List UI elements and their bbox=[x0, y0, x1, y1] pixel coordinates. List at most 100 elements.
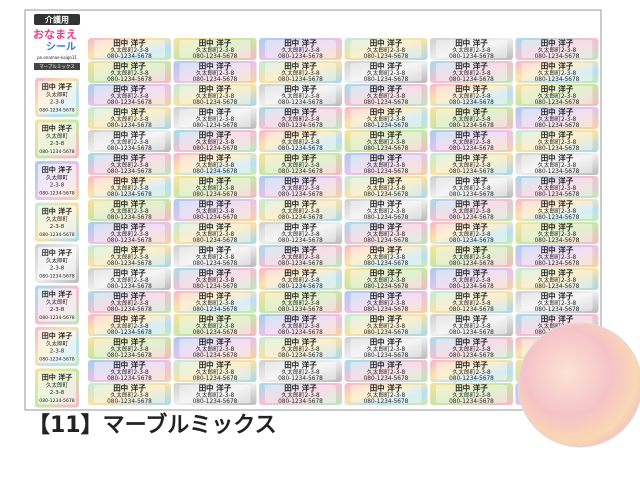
label-phone: 080-1234-5678 bbox=[107, 330, 152, 336]
label-phone: 080-1234-5678 bbox=[449, 353, 494, 359]
label-inner bbox=[436, 339, 507, 357]
label-address: 久太郎町2-3-8 bbox=[538, 299, 577, 307]
label-bg bbox=[344, 337, 428, 359]
label-name: 田中 洋子 bbox=[199, 222, 232, 232]
label-phone: 080-1234-5678 bbox=[364, 192, 409, 198]
label-bg bbox=[430, 360, 513, 382]
label-name: 田中 洋子 bbox=[370, 383, 403, 393]
label-inner bbox=[94, 40, 165, 58]
label-address: 久太郎町2-3-8 bbox=[196, 138, 235, 146]
label-phone: 080-1234-5678 bbox=[107, 146, 152, 152]
label-phone: 080-1234-5678 bbox=[535, 307, 580, 313]
label-bg bbox=[344, 84, 428, 106]
label-name: 田中 洋子 bbox=[370, 360, 403, 370]
label-phone: 080-1234-5678 bbox=[278, 169, 323, 175]
label-inner bbox=[350, 224, 422, 242]
label-phone: 080-1234-5678 bbox=[535, 146, 580, 152]
label-name: 田中 洋子 bbox=[284, 153, 317, 163]
label-bg bbox=[88, 107, 171, 129]
label-name: 田中 洋子 bbox=[199, 153, 232, 163]
label-name: 田中 洋子 bbox=[113, 130, 146, 140]
label-phone: 080-1234-5678 bbox=[364, 54, 409, 60]
label-address: 久太郎町2-3-8 bbox=[281, 161, 320, 169]
label-name: 田中 洋子 bbox=[113, 268, 146, 278]
label-inner bbox=[521, 224, 593, 242]
label-address: 久太郎町2-3-8 bbox=[110, 138, 149, 146]
label-bg bbox=[88, 130, 171, 152]
label-address: 久太郎町2-3-8 bbox=[452, 276, 491, 284]
label-name: 田中 洋子 bbox=[199, 383, 232, 393]
label-address: 久太郎町2-3-8 bbox=[110, 115, 149, 123]
side-label-block: 2-3-8 bbox=[50, 100, 65, 106]
label-inner bbox=[94, 224, 165, 242]
label-phone: 080-1234-5678 bbox=[193, 123, 238, 129]
label-bg bbox=[344, 291, 428, 313]
label-phone: 080-1234-5678 bbox=[193, 261, 238, 267]
label-inner bbox=[94, 109, 165, 127]
label-address: 久太郎町2-3-8 bbox=[367, 230, 406, 238]
label-bg bbox=[259, 383, 342, 405]
label-address: 久太郎町2-3-8 bbox=[367, 368, 406, 376]
label-bg bbox=[259, 153, 342, 175]
label-bg bbox=[515, 245, 599, 267]
label-name: 田中 洋子 bbox=[284, 222, 317, 232]
label-bg bbox=[430, 314, 513, 336]
label-phone: 080-1234-5678 bbox=[364, 399, 409, 405]
label-address: 久太郎町2-3-8 bbox=[196, 184, 235, 192]
label-name: 田中 洋子 bbox=[199, 337, 232, 347]
logo-title: シール bbox=[46, 41, 76, 53]
label-bg bbox=[259, 38, 342, 60]
label-name: 田中 洋子 bbox=[284, 314, 317, 324]
side-label-block: 2-3-8 bbox=[50, 183, 65, 189]
logo-tag-bg bbox=[34, 14, 80, 25]
side-label-phone: 080-1234-5678 bbox=[39, 149, 75, 155]
label-name: 田中 洋子 bbox=[113, 222, 146, 232]
side-label-block: 2-3-8 bbox=[50, 349, 65, 355]
label-bg bbox=[88, 383, 171, 405]
side-label-block: 2-3-8 bbox=[50, 390, 65, 396]
label-name: 田中 洋子 bbox=[455, 314, 488, 324]
label-address: 久太郎町2-3-8 bbox=[281, 253, 320, 261]
label-phone: 080-1234-5678 bbox=[449, 215, 494, 221]
label-address: 久太郎町2-3-8 bbox=[367, 345, 406, 353]
label-bg bbox=[344, 107, 428, 129]
label-address: 久太郎町2-3-8 bbox=[281, 276, 320, 284]
label-phone: 080-1234-5678 bbox=[449, 307, 494, 313]
label-phone: 080-1234-5678 bbox=[364, 146, 409, 152]
label-address: 久太郎町2-3-8 bbox=[281, 322, 320, 330]
label-inner bbox=[265, 132, 336, 150]
label-name: 田中 洋子 bbox=[113, 153, 146, 163]
label-name: 田中 洋子 bbox=[284, 107, 317, 117]
label-name: 田中 洋子 bbox=[370, 199, 403, 209]
label-phone: 080-1234-5678 bbox=[364, 353, 409, 359]
label-bg bbox=[344, 176, 428, 198]
label-address: 久太郎町2-3-8 bbox=[538, 230, 577, 238]
label-inner bbox=[436, 201, 507, 219]
label-inner bbox=[265, 339, 336, 357]
label-bg bbox=[430, 176, 513, 198]
label-bg bbox=[430, 268, 513, 290]
label-phone: 080-1234-5678 bbox=[364, 123, 409, 129]
label-bg bbox=[173, 314, 257, 336]
label-name: 田中 洋子 bbox=[370, 291, 403, 301]
label-bg bbox=[515, 268, 599, 290]
label-address: 久太郎町2-3-8 bbox=[281, 46, 320, 54]
label-bg bbox=[515, 291, 599, 313]
label-phone: 080-1234-5678 bbox=[278, 261, 323, 267]
side-label-inner bbox=[38, 288, 76, 322]
label-phone: 080-1234-5678 bbox=[449, 123, 494, 129]
label-name: 田中 洋子 bbox=[199, 268, 232, 278]
side-label-inner bbox=[38, 164, 76, 197]
label-bg bbox=[173, 199, 257, 221]
label-inner bbox=[350, 247, 422, 265]
label-inner bbox=[265, 178, 336, 196]
label-bg bbox=[88, 84, 171, 106]
label-name: 田中 洋子 bbox=[199, 314, 232, 324]
label-inner bbox=[521, 63, 593, 81]
label-name: 田中 洋子 bbox=[199, 360, 232, 370]
label-bg bbox=[259, 222, 342, 244]
label-inner bbox=[436, 132, 507, 150]
label-name: 田中 洋子 bbox=[113, 245, 146, 255]
label-bg bbox=[344, 383, 428, 405]
